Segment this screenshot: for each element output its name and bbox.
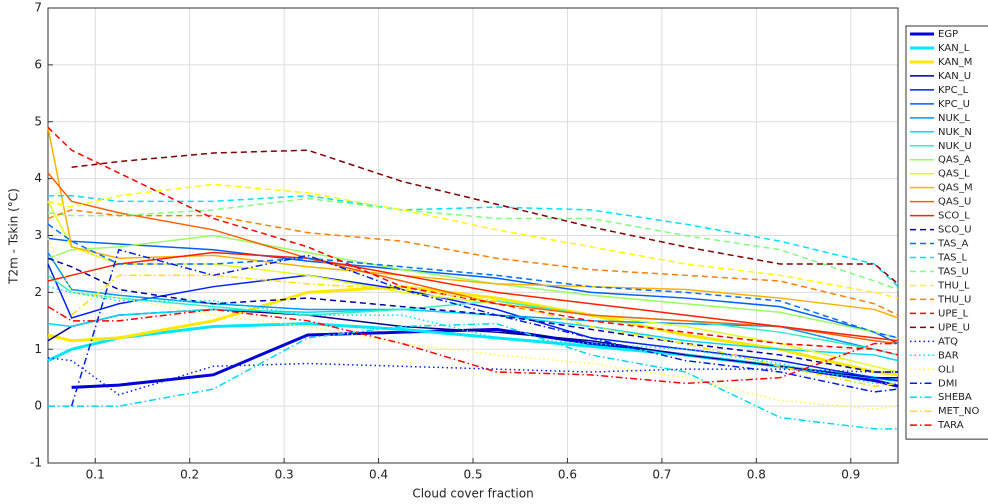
- series-line: [47, 127, 899, 319]
- x-axis-label: Cloud cover fraction: [412, 487, 533, 501]
- legend-label: KAN_L: [938, 43, 970, 54]
- x-tick-label: 0.1: [86, 468, 105, 482]
- x-tick-label: 0.7: [652, 468, 671, 482]
- series-line: [47, 201, 899, 373]
- series-line: [47, 305, 898, 385]
- legend-label: DMI: [938, 378, 957, 389]
- series-line: [47, 223, 899, 339]
- legend-label: TAS_L: [937, 253, 968, 264]
- legend-label: QAS_A: [938, 155, 971, 166]
- x-tick-label: 0.6: [558, 468, 577, 482]
- series-line: [47, 263, 899, 382]
- y-tick-label: 2: [34, 285, 42, 299]
- x-tick-label: 0.4: [369, 468, 388, 482]
- legend-label: EGP: [938, 29, 958, 40]
- series-line: [47, 238, 899, 410]
- series-line: [47, 234, 899, 339]
- legend-label: BAR: [938, 350, 959, 361]
- plot-frame: [47, 7, 899, 464]
- legend-label: THU_U: [937, 294, 971, 305]
- y-tick-label: 7: [34, 1, 42, 15]
- legend-label: QAS_L: [938, 169, 970, 180]
- legend-label: SCO_U: [938, 225, 972, 236]
- legend-label: TARA: [937, 420, 964, 431]
- series-line: [48, 322, 898, 430]
- x-tick-label: 0.3: [275, 468, 294, 482]
- legend-label: NUK_L: [938, 113, 970, 124]
- legend-label: KPC_U: [938, 99, 970, 110]
- series-line: [47, 197, 899, 291]
- series-line: [47, 285, 898, 385]
- legend-label: SCO_L: [938, 211, 970, 222]
- x-tick-label: 0.8: [747, 468, 766, 482]
- x-tick-label: 0.9: [841, 468, 860, 482]
- legend-label: THU_L: [937, 280, 970, 291]
- legend-label: OLI: [938, 364, 954, 375]
- series-line: [71, 149, 899, 285]
- series-line: [70, 248, 899, 407]
- series-line: [47, 209, 899, 316]
- legend-label: SHEBA: [938, 392, 972, 403]
- legend-label: NUK_U: [938, 141, 972, 152]
- y-tick-label: 3: [34, 228, 42, 242]
- legend-label: UPE_U: [938, 322, 970, 333]
- legend-box: [905, 25, 988, 440]
- legend-label: QAS_U: [938, 197, 971, 208]
- series-line: [47, 274, 899, 356]
- legend-label: KAN_U: [938, 71, 971, 82]
- legend-label: KPC_L: [938, 85, 969, 96]
- legend-label: MET_NO: [938, 406, 980, 417]
- series-line: [71, 274, 899, 387]
- x-tick-label: 0.2: [180, 468, 199, 482]
- x-tick-label: 0.5: [463, 468, 482, 482]
- series-line: [47, 237, 899, 345]
- legend-label: QAS_M: [938, 183, 973, 194]
- y-tick-label: 6: [34, 57, 42, 71]
- y-tick-label: 0: [34, 399, 42, 413]
- legend-label: UPE_L: [938, 308, 969, 319]
- legend-label: TAS_A: [937, 239, 969, 250]
- y-tick-label: 4: [34, 171, 42, 185]
- y-axis-label: T2m - Tskin (°C): [7, 188, 21, 285]
- series-line: [47, 251, 899, 342]
- legend-label: ATQ: [938, 336, 958, 347]
- legend-label: KAN_M: [938, 57, 972, 68]
- series-line: [47, 308, 899, 362]
- series-line: [48, 194, 899, 288]
- legend: EGP KAN_L KAN_M KAN_U KPC_L KPC_U NUK_L NUK_N NU…: [905, 25, 988, 440]
- series-line: [47, 183, 899, 299]
- series-line: [47, 357, 898, 396]
- legend-label: NUK_N: [938, 127, 972, 138]
- y-tick-label: -1: [30, 456, 42, 470]
- y-tick-label: 5: [34, 114, 42, 128]
- y-tick-label: 1: [34, 342, 42, 356]
- legend-label: TAS_U: [937, 266, 969, 277]
